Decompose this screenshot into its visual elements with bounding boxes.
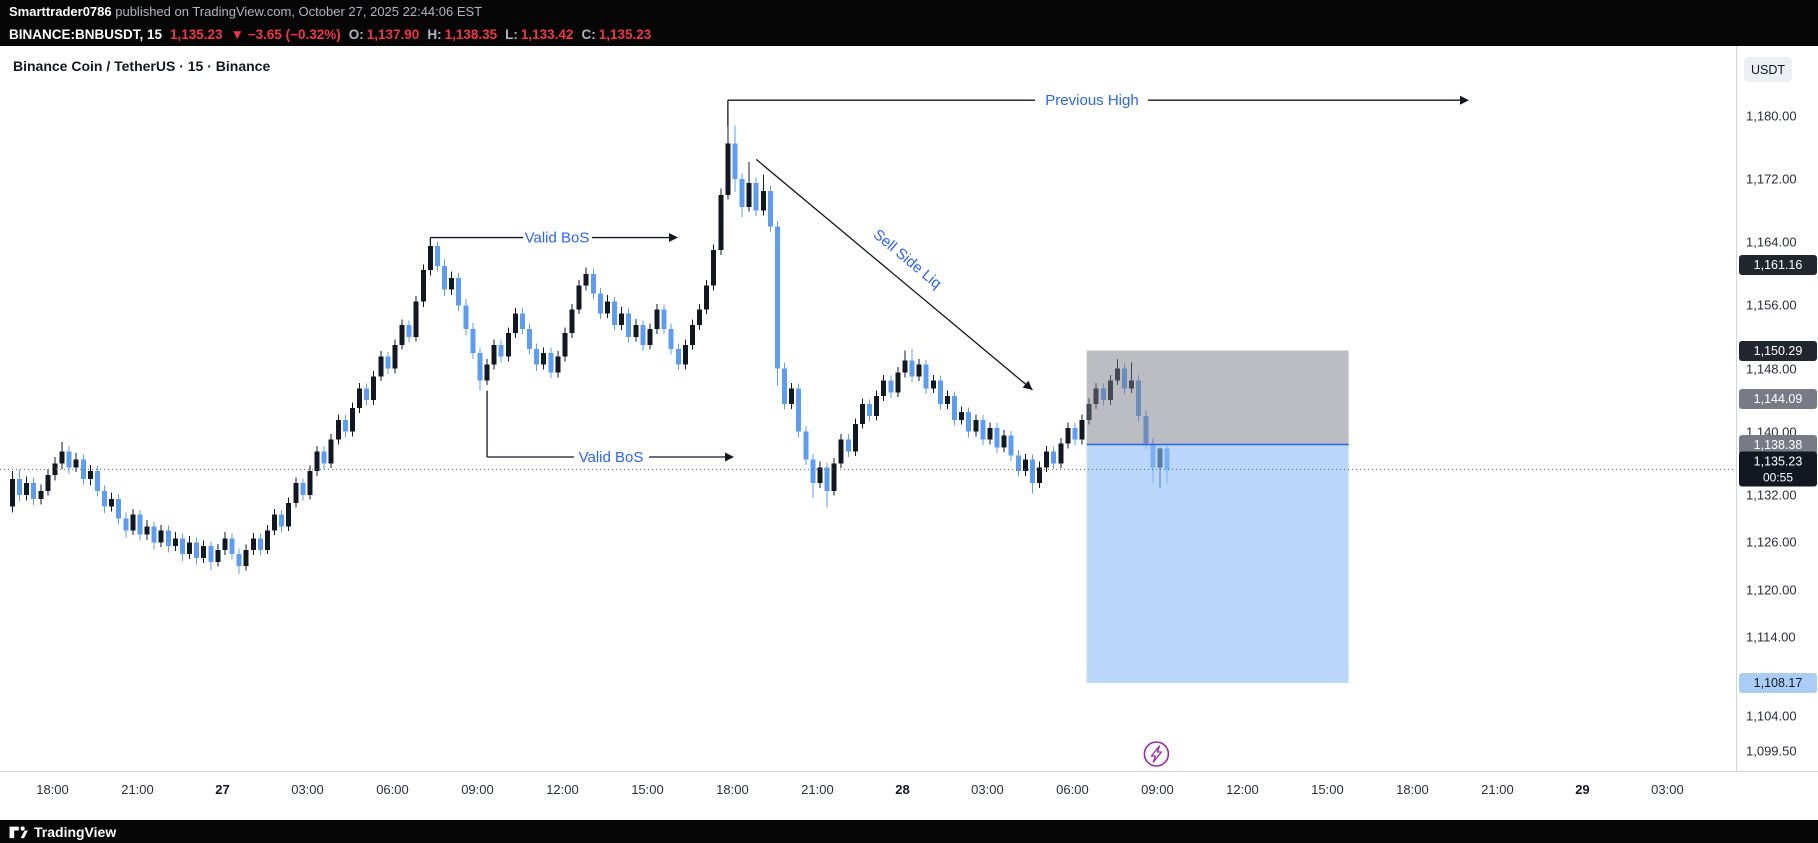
time-tick: 09:00	[1141, 782, 1174, 797]
chart-area: Previous High Valid BoS Valid BoS Sell Side…	[0, 46, 1818, 821]
price-tick: 1,164.00	[1746, 234, 1797, 250]
price-tick: 1,180.00	[1746, 108, 1797, 124]
time-tick: 21:00	[121, 782, 154, 797]
currency-toggle[interactable]: USDT	[1744, 57, 1792, 82]
time-tick: 18:00	[716, 782, 749, 797]
price-tick: 1,156.00	[1746, 297, 1797, 313]
demand-zone[interactable]	[1086, 443, 1349, 684]
time-tick: 03:00	[1651, 782, 1684, 797]
price-tick: 1,172.00	[1746, 171, 1797, 187]
tradingview-logo-icon[interactable]	[8, 824, 28, 840]
price-tick: 1,148.00	[1746, 361, 1797, 377]
username: Smarttrader0786	[9, 3, 112, 19]
price-tick: 1,104.00	[1746, 708, 1797, 724]
price-scale[interactable]: 1,180.00 1,172.00 1,164.00 1,156.00 1,148.00…	[1736, 46, 1818, 771]
time-tick: 06:00	[376, 782, 409, 797]
annotation-valid-bos-upper[interactable]: Valid BoS	[429, 230, 678, 248]
bar-countdown: 00:55	[1762, 470, 1794, 485]
price-badge-dark: 1,161.16	[1739, 254, 1817, 275]
time-tick: 03:00	[291, 782, 324, 797]
time-tick: 15:00	[631, 782, 664, 797]
price-badge-blue: 1,108.17	[1739, 673, 1817, 693]
price-tick: 1,120.00	[1746, 582, 1797, 598]
annotation-valid-bos-lower[interactable]: Valid BoS	[486, 390, 734, 466]
price-badge-gray: 1,144.09	[1739, 389, 1817, 410]
svg-text:Sell Side Liq: Sell Side Liq	[870, 226, 945, 292]
time-tick: 15:00	[1311, 782, 1344, 797]
time-tick: 29	[1575, 782, 1590, 797]
tradingview-wordmark[interactable]: TradingView	[34, 823, 117, 840]
svg-text:Valid BoS: Valid BoS	[579, 449, 644, 466]
chart-legend[interactable]: Binance Coin / TetherUS · 15 · Binance	[13, 58, 271, 74]
price-badge-dark: 1,150.29	[1739, 340, 1817, 361]
annotation-previous-high[interactable]: Previous High	[727, 92, 1469, 127]
bottom-bar: TradingView	[0, 820, 1818, 843]
svg-text:Valid BoS: Valid BoS	[525, 230, 590, 247]
price-tick: 1,114.00	[1746, 629, 1796, 645]
high-value: H: 1,138.35	[427, 26, 498, 42]
price-badge-current: 1,135.23 00:55	[1739, 451, 1817, 487]
supply-zone[interactable]	[1086, 350, 1349, 445]
price-badge-gray: 1,138.38	[1739, 434, 1817, 455]
price-tick: 1,126.00	[1746, 534, 1797, 550]
last-price: 1,135.23	[170, 26, 223, 42]
chart-pane[interactable]: Previous High Valid BoS Valid BoS Sell Side…	[0, 46, 1736, 771]
time-tick: 21:00	[1481, 782, 1514, 797]
time-tick: 18:00	[1396, 782, 1429, 797]
svg-text:Previous High: Previous High	[1045, 92, 1138, 109]
time-tick: 12:00	[1226, 782, 1259, 797]
price-tick: 1,132.00	[1746, 487, 1797, 503]
time-tick: 09:00	[461, 782, 494, 797]
price-change: ▼ −3.65 (−0.32%)	[230, 26, 341, 42]
time-tick: 12:00	[546, 782, 579, 797]
publish-info: published on TradingView.com, October 27…	[111, 3, 483, 19]
time-scale[interactable]: 18:00 21:00 27 03:00 06:00 09:00 12:00 15:00 18:…	[0, 771, 1818, 821]
candlestick-series	[10, 101, 1170, 574]
symbol-name: BINANCE:BNBUSDT, 15	[9, 26, 163, 42]
publish-header: Smarttrader0786 published on TradingView…	[0, 0, 1818, 46]
flash-icon[interactable]	[1143, 741, 1170, 767]
annotation-sell-side-liq[interactable]: Sell Side Liq	[755, 158, 1033, 391]
price-tick: 1,099.50	[1746, 743, 1797, 759]
open-value: O: 1,137.90	[348, 26, 420, 42]
time-tick: 03:00	[971, 782, 1004, 797]
time-tick: 28	[895, 782, 910, 797]
low-value: L: 1,133.42	[505, 26, 574, 42]
time-tick: 21:00	[801, 782, 834, 797]
time-tick: 06:00	[1056, 782, 1089, 797]
close-value: C: 1,135.23	[581, 26, 652, 42]
time-tick: 18:00	[36, 782, 69, 797]
time-tick: 27	[215, 782, 230, 797]
publish-line: Smarttrader0786 published on TradingView…	[0, 0, 1818, 22]
symbol-status-line: BINANCE:BNBUSDT, 15 1,135.23 ▼ −3.65 (−0…	[0, 22, 1818, 46]
